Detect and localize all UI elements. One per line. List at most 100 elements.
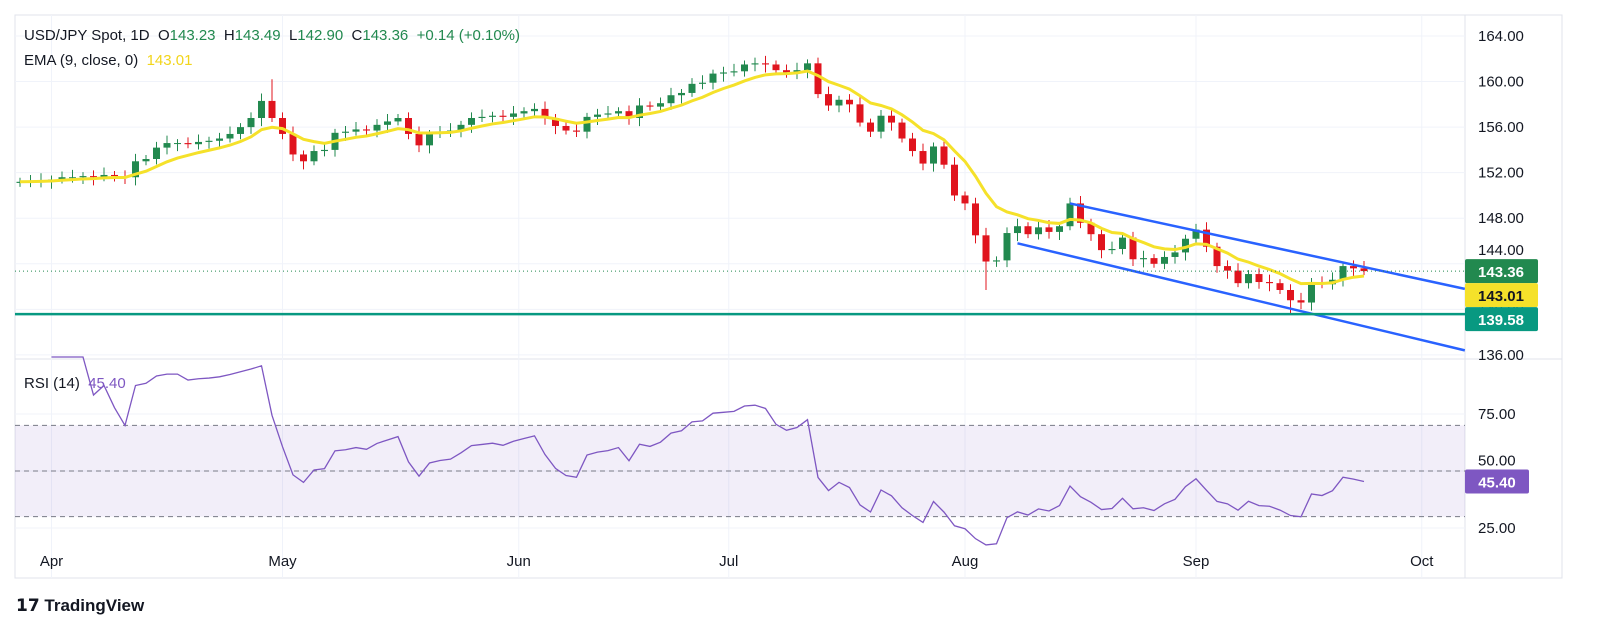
- candle-body: [993, 260, 1000, 262]
- price-label-ema-box: [1465, 283, 1538, 308]
- time-tick-label: Sep: [1183, 553, 1210, 570]
- tradingview-logo[interactable]: 𝟭𝟳 TradingView: [16, 596, 144, 616]
- candle-body: [1287, 289, 1294, 301]
- candle-body: [58, 177, 66, 180]
- candle-body: [300, 154, 307, 162]
- candle-body: [1171, 252, 1179, 257]
- ema-legend: EMA (9, close, 0) 143.01: [24, 52, 192, 69]
- candle-body: [520, 111, 528, 114]
- candle-body: [751, 63, 759, 65]
- candle-body: [1108, 248, 1116, 251]
- candle-body: [636, 105, 643, 119]
- candle-body: [174, 143, 181, 145]
- candle-body: [247, 118, 255, 128]
- candle-body: [1192, 229, 1200, 239]
- channel-upper-line: [1069, 202, 1466, 291]
- rsi-value: 45.40: [88, 375, 126, 392]
- candle-body: [415, 133, 423, 146]
- candle-body: [79, 176, 87, 178]
- candle-body: [552, 118, 559, 126]
- candle-body: [405, 118, 412, 134]
- candle-body: [909, 138, 916, 152]
- price-tick-label: 164.00: [1478, 28, 1524, 45]
- candle-body: [352, 129, 360, 132]
- candle-body: [1234, 270, 1242, 284]
- candle-body: [982, 235, 990, 262]
- candle-body: [583, 116, 591, 132]
- rsi-tick-label: 50.00: [1478, 452, 1516, 469]
- candle-body: [489, 115, 496, 117]
- candle-body: [888, 115, 895, 123]
- price-tick-label: 136.00: [1478, 347, 1524, 364]
- candle-body: [1161, 256, 1168, 264]
- candle-body: [783, 70, 790, 73]
- candle-body: [1119, 237, 1126, 249]
- chart-frame: [14, 14, 1563, 579]
- close-label: C: [351, 27, 363, 44]
- rsi-legend: RSI (14) 45.40: [24, 375, 126, 392]
- candle-body: [153, 147, 160, 160]
- price-label-support: 139.58: [1478, 312, 1524, 329]
- candle-body: [1035, 227, 1042, 235]
- price-label-last-box: [1465, 259, 1538, 284]
- candle-body: [510, 113, 517, 117]
- candle-body: [699, 82, 706, 84]
- low-value: 142.90: [297, 27, 344, 44]
- high-value: 143.49: [234, 27, 281, 44]
- candle-body: [195, 141, 202, 145]
- time-tick-label: Oct: [1410, 553, 1434, 570]
- price-label-last: 143.36: [1478, 264, 1524, 281]
- candle-body: [741, 64, 748, 72]
- candle-body: [615, 111, 622, 114]
- candle-body: [1003, 233, 1011, 261]
- candle-body: [1360, 268, 1368, 272]
- candle-body: [814, 63, 822, 95]
- price-label-support-box: [1465, 307, 1538, 332]
- channel-lower-line: [1017, 242, 1466, 352]
- open-label: O: [157, 27, 170, 44]
- candle-body: [646, 105, 654, 107]
- candle-body: [1087, 222, 1095, 235]
- candle-body: [457, 124, 465, 131]
- rsi-label: RSI (14): [24, 375, 80, 392]
- price-tick-label: 152.00: [1478, 165, 1524, 182]
- candle-body: [625, 111, 633, 119]
- candle-body: [919, 151, 927, 164]
- candle-body: [898, 122, 906, 139]
- price-tick-label: 156.00: [1478, 119, 1524, 136]
- candle-body: [1045, 227, 1053, 232]
- candle-body: [1297, 300, 1305, 303]
- candle-body: [1276, 283, 1284, 290]
- candle-body: [1066, 203, 1074, 227]
- candle-body: [1308, 282, 1315, 303]
- candle-body: [1150, 258, 1158, 264]
- price-tick-label: 144.00: [1478, 242, 1524, 259]
- candle-body: [226, 133, 234, 139]
- candle-body: [69, 177, 76, 179]
- candle-body: [310, 151, 318, 162]
- rsi-last-label: 45.40: [1478, 474, 1516, 491]
- candle-body: [90, 176, 97, 178]
- candle-body: [604, 113, 612, 115]
- candle-body: [1255, 274, 1263, 283]
- time-tick-label: May: [268, 553, 297, 570]
- candle-body: [835, 99, 843, 106]
- rsi-line: [51, 356, 1365, 546]
- candle-body: [940, 146, 948, 165]
- candle-body: [426, 133, 433, 146]
- open-value: 143.23: [169, 27, 216, 44]
- candle-body: [268, 100, 276, 119]
- candle-body: [657, 103, 664, 107]
- symbol-label: USD/JPY Spot, 1D: [24, 27, 150, 44]
- candle-body: [363, 129, 370, 131]
- ohlc-legend: USD/JPY Spot, 1D O143.23 H143.49 L142.90…: [24, 27, 520, 44]
- candle-body: [163, 143, 171, 148]
- time-tick-label: Apr: [40, 553, 63, 570]
- candle-body: [237, 127, 244, 134]
- candle-body: [1350, 266, 1357, 269]
- candle-body: [205, 140, 213, 142]
- close-value: 143.36: [362, 27, 409, 44]
- candle-body: [1098, 234, 1105, 251]
